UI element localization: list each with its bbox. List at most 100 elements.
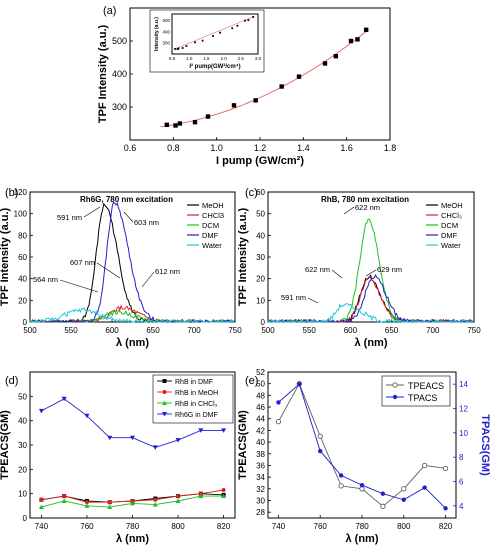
x-axis-label: λ (nm) bbox=[116, 533, 149, 545]
x-tick-label: 820 bbox=[217, 522, 231, 531]
annotation-leader bbox=[343, 206, 355, 215]
data-point bbox=[176, 494, 181, 499]
legend-label: DMF bbox=[202, 231, 219, 240]
annotation-leader bbox=[141, 271, 155, 288]
series-line bbox=[267, 303, 474, 324]
legend: TPEACS TPACS bbox=[381, 375, 451, 407]
y-tick-label: 50 bbox=[256, 380, 265, 389]
y-axis-label: TPEACS(GM) bbox=[237, 410, 249, 480]
data-point bbox=[231, 103, 237, 108]
inset-chart: 0.5 1.0 1.5 2.0 2.5 3.0 300 400 500 I² pump(GW²/c… bbox=[149, 9, 265, 73]
y-tick-label: 38 bbox=[256, 450, 265, 459]
y-right-tick-label: 12 bbox=[459, 405, 468, 414]
x-tick-label: 780 bbox=[126, 522, 140, 531]
data-point bbox=[231, 27, 234, 30]
data-point bbox=[107, 500, 112, 505]
y-right-axis-label: TPACS(GM) bbox=[479, 414, 491, 476]
y-tick-label: 30 bbox=[256, 496, 265, 505]
legend-label: Water bbox=[441, 241, 461, 250]
y-tick-label: 40 bbox=[256, 438, 265, 447]
series-line bbox=[29, 201, 235, 323]
data-point bbox=[61, 396, 67, 402]
data-point bbox=[198, 428, 204, 433]
annotation-leader bbox=[59, 279, 99, 293]
x-tick-label: 700 bbox=[426, 326, 440, 335]
data-point bbox=[275, 418, 282, 425]
data-point bbox=[205, 114, 211, 119]
y-tick-label: 20 bbox=[18, 296, 27, 305]
series-line bbox=[30, 304, 235, 324]
y-tick-label: 0 bbox=[23, 318, 28, 327]
data-point bbox=[212, 35, 214, 37]
panel-label: (a) bbox=[103, 5, 116, 17]
panel-b: 500 550 600 650 700 750 0 20 40 60 80 100 120 λ (nm) T… bbox=[0, 187, 242, 349]
data-point bbox=[162, 379, 167, 383]
data-point bbox=[276, 400, 281, 405]
y-tick-label: 50 bbox=[256, 210, 265, 219]
data-point bbox=[107, 504, 113, 510]
annotation-leader bbox=[123, 211, 134, 223]
y-right-tick-label: 8 bbox=[459, 453, 464, 462]
y-tick-label: 30 bbox=[256, 253, 265, 262]
data-point bbox=[173, 123, 178, 128]
panel-label: (e) bbox=[245, 375, 258, 387]
data-point bbox=[61, 498, 67, 503]
x-axis-label: λ (nm) bbox=[346, 533, 379, 545]
y-axis-label: TPF Intensity (a.u.) bbox=[0, 207, 11, 306]
y-tick-label: 300 bbox=[112, 102, 127, 112]
x-tick-label: 550 bbox=[303, 326, 317, 335]
data-point bbox=[401, 497, 406, 502]
data-point bbox=[198, 493, 204, 499]
x-tick-label: 0.8 bbox=[167, 143, 180, 153]
y-tick-label: 36 bbox=[256, 461, 265, 470]
data-point bbox=[162, 400, 167, 405]
data-point bbox=[164, 122, 170, 128]
x-axis-label: λ (nm) bbox=[116, 337, 149, 349]
y-tick-label: 400 bbox=[112, 69, 127, 79]
data-point bbox=[338, 483, 344, 489]
y-tick-label: 120 bbox=[14, 188, 28, 197]
y-tick-label: 10 bbox=[256, 296, 265, 305]
x-tick-label: 600 bbox=[344, 326, 358, 335]
legend-label: MeOH bbox=[441, 201, 463, 210]
inset-frame bbox=[171, 13, 259, 55]
y-tick-label: 48 bbox=[256, 391, 265, 400]
x-tick-label: 1.4 bbox=[297, 143, 310, 153]
data-point bbox=[322, 61, 328, 66]
x-tick-label: 500 bbox=[261, 326, 275, 335]
y-tick-label: 20 bbox=[18, 465, 27, 474]
x-tick-label: 760 bbox=[80, 522, 94, 531]
y-tick-label: 40 bbox=[256, 231, 265, 240]
y-tick-label: 34 bbox=[256, 473, 265, 482]
x-tick-label: 800 bbox=[171, 522, 185, 531]
y-tick-label: 80 bbox=[18, 231, 27, 240]
data-point bbox=[355, 37, 360, 42]
peak-annotation: 607 nm bbox=[70, 258, 95, 267]
legend-label: TPACS bbox=[408, 393, 437, 403]
panel-d: 740 760 780 800 820 0 10 20 30 40 50 λ (nm) TPEACS(G… bbox=[0, 371, 236, 545]
y-tick-label: 50 bbox=[18, 392, 27, 401]
x-tick-label: 760 bbox=[314, 522, 328, 531]
y-tick-label: 10 bbox=[18, 490, 27, 499]
annotation-leader bbox=[83, 206, 101, 218]
data-point bbox=[84, 503, 90, 508]
data-point bbox=[152, 502, 158, 507]
data-point bbox=[107, 435, 113, 441]
legend-label: CHCl3 bbox=[202, 211, 224, 220]
y-tick-label: 20 bbox=[256, 275, 265, 284]
legend-label: DMF bbox=[441, 231, 458, 240]
inset-fit-line bbox=[174, 16, 254, 50]
data-point bbox=[392, 394, 398, 400]
y-tick-label: 32 bbox=[256, 485, 265, 494]
data-point bbox=[247, 19, 250, 22]
data-point bbox=[130, 435, 135, 441]
panel-label: (b) bbox=[5, 187, 18, 199]
y-tick-label: 0 bbox=[261, 318, 266, 327]
y-axis-label: TPF Intensity (a.u.) bbox=[97, 24, 109, 123]
inset-x-tick-label: 0.5 bbox=[169, 56, 176, 61]
y-tick-label: 60 bbox=[256, 188, 265, 197]
x-axis-label: I pump (GW/cm²) bbox=[216, 155, 304, 167]
chart-title: Rh6G, 780 nm excitation bbox=[80, 195, 173, 204]
chart-title: RhB, 780 nm excitation bbox=[321, 195, 409, 204]
